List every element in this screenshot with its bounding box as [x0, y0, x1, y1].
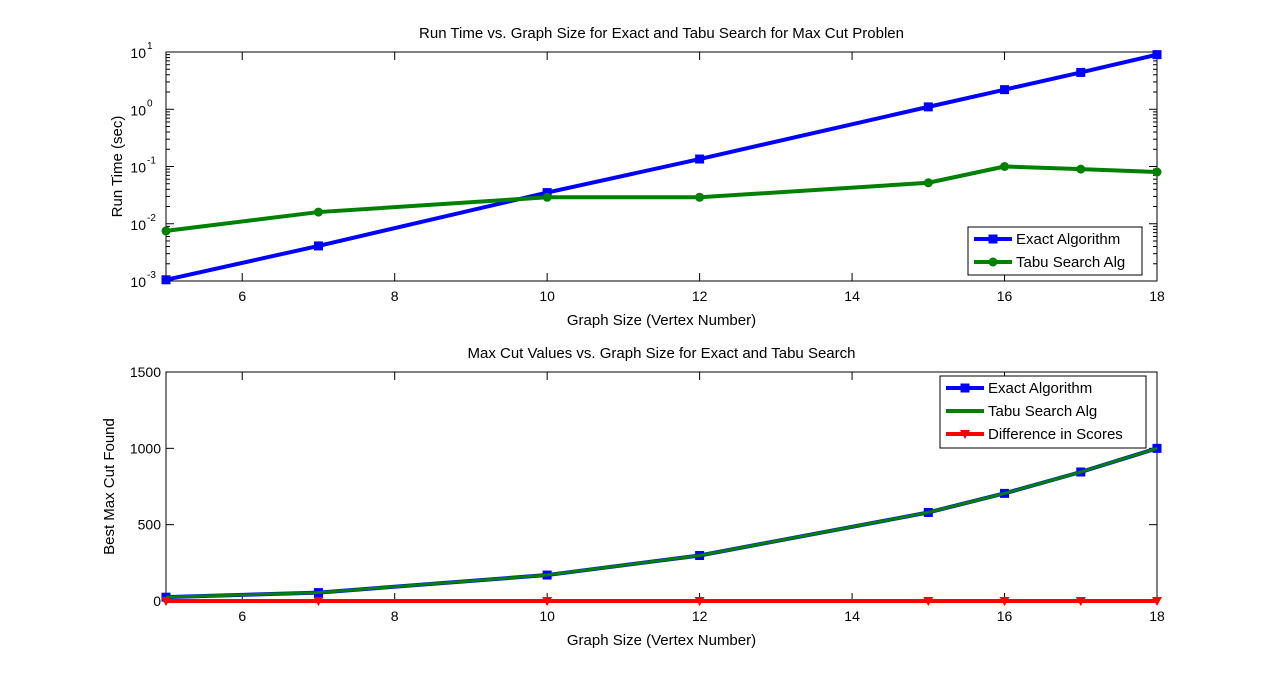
data-point — [923, 597, 934, 606]
y-tick-label: 1000 — [130, 440, 161, 456]
y-tick-label: 10 — [130, 217, 146, 233]
x-tick-label: 16 — [997, 288, 1013, 304]
x-tick-label: 14 — [844, 608, 860, 624]
data-point — [1000, 162, 1010, 171]
data-point — [542, 597, 553, 606]
legend-marker — [960, 383, 970, 393]
data-point — [923, 102, 933, 112]
legend-entry: Tabu Search Alg — [988, 403, 1097, 420]
y-axis-label: Best Max Cut Found — [101, 418, 118, 555]
y-axis-label: Run Time (sec) — [109, 116, 126, 218]
x-axis-label: Graph Size (Vertex Number) — [567, 312, 756, 329]
y-tick-label: 10 — [130, 102, 146, 118]
data-point — [313, 207, 323, 217]
data-point — [694, 597, 705, 606]
data-point — [161, 597, 171, 606]
series-line — [165, 164, 1158, 233]
chart-title: Max Cut Values vs. Graph Size for Exact … — [468, 345, 856, 362]
legend: Exact Algorithm Tabu Search Alg — [967, 226, 1143, 276]
data-point — [999, 597, 1010, 606]
data-point — [542, 188, 552, 198]
data-point — [923, 178, 933, 188]
y-tick-label: 10 — [130, 160, 146, 176]
y-tick-exponent: 1 — [147, 41, 153, 52]
data-point — [1076, 164, 1086, 174]
x-tick-label: 6 — [238, 288, 246, 304]
legend-entry: Tabu Search Alg — [1016, 254, 1125, 271]
y-tick-exponent: 0 — [147, 98, 153, 109]
legend-marker — [988, 257, 998, 267]
data-point — [161, 226, 171, 236]
legend-entry: Difference in Scores — [988, 426, 1123, 443]
legend-entry: Exact Algorithm — [1016, 231, 1120, 248]
series-tabu-search-alg — [161, 162, 1162, 236]
data-point — [1152, 597, 1162, 606]
data-point — [1000, 85, 1010, 95]
x-tick-label: 12 — [692, 608, 708, 624]
y-tick-label: 0 — [153, 593, 161, 609]
data-point — [313, 597, 324, 606]
x-tick-label: 10 — [539, 288, 555, 304]
legend-marker — [988, 234, 998, 244]
series-tabu-search-alg — [165, 446, 1158, 599]
x-tick-label: 18 — [1149, 608, 1165, 624]
x-tick-label: 8 — [391, 288, 399, 304]
data-point — [1152, 50, 1162, 60]
chart-1: Run Time vs. Graph Size for Exact and Ta… — [109, 25, 1165, 329]
x-tick-label: 10 — [539, 608, 555, 624]
series-exact-algorithm — [161, 50, 1162, 285]
series-line — [165, 52, 1158, 282]
x-tick-label: 14 — [844, 288, 860, 304]
y-tick-exponent: -2 — [147, 213, 156, 224]
data-point — [161, 275, 171, 285]
legend-entry: Exact Algorithm — [988, 380, 1092, 397]
x-tick-label: 16 — [997, 608, 1013, 624]
data-point — [695, 192, 705, 202]
series-difference-in-scores — [161, 597, 1162, 606]
y-tick-label: 10 — [130, 274, 146, 290]
data-point — [1075, 597, 1086, 606]
data-point — [542, 192, 552, 202]
y-tick-exponent: -1 — [147, 156, 156, 167]
data-point — [1076, 67, 1086, 77]
data-point — [695, 154, 705, 164]
x-tick-label: 12 — [692, 288, 708, 304]
chart-title: Run Time vs. Graph Size for Exact and Ta… — [419, 25, 904, 42]
x-tick-label: 18 — [1149, 288, 1165, 304]
y-tick-exponent: -3 — [147, 270, 156, 281]
legend: Exact Algorithm Tabu Search Alg Difference… — [939, 375, 1147, 449]
data-point — [313, 241, 323, 251]
legend-marker — [960, 430, 970, 439]
y-tick-label: 10 — [130, 45, 146, 61]
chart-2: Max Cut Values vs. Graph Size for Exact … — [101, 345, 1165, 649]
series-line — [165, 446, 1158, 599]
x-tick-label: 8 — [391, 608, 399, 624]
data-point — [1152, 167, 1162, 177]
x-axis-label: Graph Size (Vertex Number) — [567, 632, 756, 649]
y-tick-label: 500 — [138, 517, 162, 533]
y-tick-label: 1500 — [130, 364, 161, 380]
x-tick-label: 6 — [238, 608, 246, 624]
